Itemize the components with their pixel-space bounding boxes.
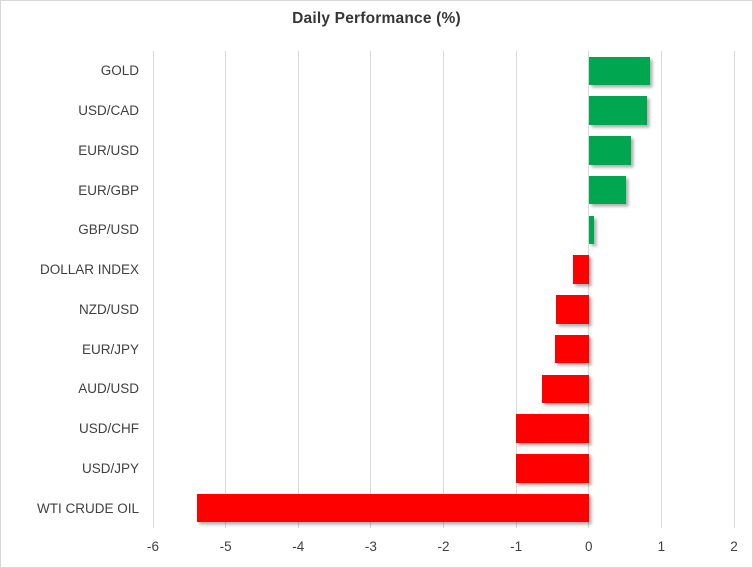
- x-tick-label: 1: [657, 539, 666, 554]
- category-axis: GOLD USD/CAD EUR/USD EUR/GBP GBP/USD DOLLAR I…: [9, 51, 139, 528]
- gridline: [225, 51, 227, 528]
- bar-eur-usd: [588, 136, 631, 165]
- gridline: [370, 51, 372, 528]
- gridline: [152, 51, 154, 528]
- x-tick-label: -1: [510, 539, 523, 554]
- x-tick-label: -2: [437, 539, 450, 554]
- x-tick-label: 0: [584, 539, 593, 554]
- category-label: USD/CHF: [79, 421, 139, 437]
- category-label: AUD/USD: [78, 381, 139, 397]
- bar-nzd-usd: [556, 295, 589, 324]
- category-label: EUR/JPY: [81, 341, 139, 357]
- bar-gold: [588, 56, 650, 86]
- bar-usd-chf: [516, 414, 589, 443]
- gridline: [443, 51, 444, 528]
- x-axis: -6 -5 -4 -3 -2 -1 0 1 2: [147, 539, 738, 559]
- x-tick-label: -5: [219, 539, 232, 554]
- category-label: USD/CAD: [78, 103, 139, 119]
- plot-area: [152, 51, 735, 528]
- chart-title: Daily Performance (%): [292, 10, 461, 27]
- zero-gridline: [588, 51, 590, 528]
- category-label: NZD/USD: [79, 301, 139, 317]
- x-tick-label: 2: [730, 539, 738, 554]
- category-label: USD/JPY: [81, 460, 139, 476]
- bar-wti-crude-oil: [197, 493, 589, 523]
- bar-aud-usd: [542, 374, 589, 404]
- category-label: EUR/GBP: [78, 182, 139, 198]
- category-label: WTI CRUDE OIL: [36, 500, 139, 516]
- x-tick-label: -6: [146, 539, 160, 554]
- category-label: DOLLAR INDEX: [39, 262, 139, 278]
- bar-dollar-index: [572, 255, 589, 284]
- category-label: GBP/USD: [78, 222, 139, 238]
- gridline: [660, 51, 662, 528]
- gridline: [733, 51, 735, 528]
- x-tick-label: -3: [364, 539, 377, 554]
- bar-usd-cad: [588, 96, 647, 125]
- bar-eur-jpy: [555, 334, 589, 364]
- gridline: [297, 51, 299, 528]
- category-label: GOLD: [100, 63, 139, 79]
- gridline: [515, 51, 517, 528]
- x-tick-label: -4: [292, 539, 305, 554]
- bar-gbp-usd: [588, 215, 594, 245]
- category-label: EUR/USD: [78, 142, 139, 158]
- bar-usd-jpy: [516, 454, 589, 483]
- bar-eur-gbp: [588, 175, 626, 205]
